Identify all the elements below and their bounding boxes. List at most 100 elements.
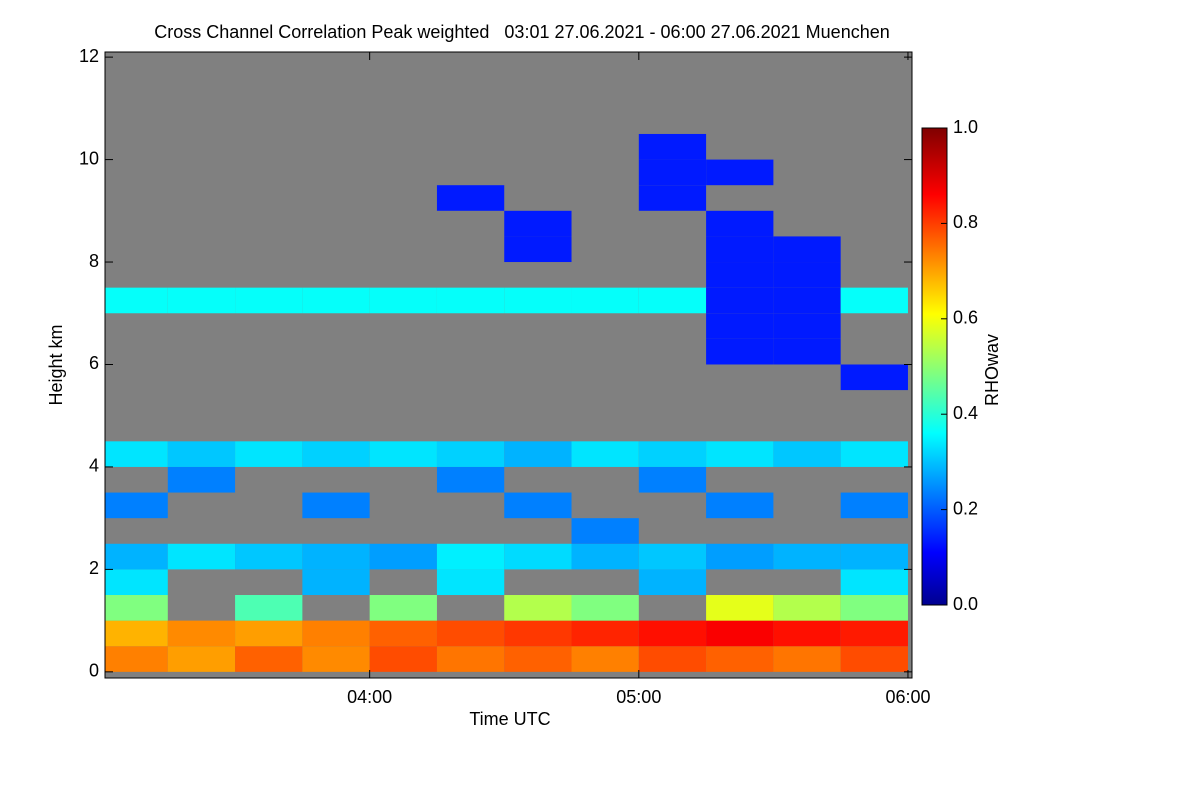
- heatmap-cell: [638, 646, 707, 672]
- x-tick-label: 04:00: [347, 687, 392, 707]
- heatmap-cell: [235, 287, 303, 314]
- heatmap-cell: [369, 543, 437, 570]
- y-tick-label: 10: [79, 148, 99, 168]
- heatmap-cell: [706, 646, 774, 672]
- heatmap-cell: [706, 159, 774, 186]
- heatmap-cell: [504, 620, 572, 647]
- heatmap-cell: [369, 287, 437, 314]
- heatmap-cell: [302, 543, 370, 570]
- heatmap-cell: [840, 646, 908, 672]
- heatmap-cell: [369, 595, 437, 621]
- y-tick-label: 6: [89, 353, 99, 373]
- heatmap-cell: [840, 595, 908, 621]
- heatmap-cell: [504, 543, 572, 570]
- heatmap-cell: [706, 287, 774, 314]
- heatmap-cell: [235, 441, 303, 467]
- colorbar-tick-label: 0.8: [953, 212, 978, 232]
- heatmap-cell: [773, 287, 841, 314]
- heatmap-cell: [302, 646, 370, 672]
- heatmap-cell: [706, 543, 774, 570]
- heatmap-cell: [504, 595, 572, 621]
- heatmap-cell: [571, 543, 639, 570]
- heatmap-cell: [504, 210, 572, 237]
- heatmap-cell: [840, 620, 908, 647]
- heatmap-cell: [504, 236, 572, 263]
- heatmap-cell: [773, 646, 841, 672]
- heatmap-cell: [638, 133, 707, 160]
- colorbar-tick-label: 0.6: [953, 308, 978, 328]
- heatmap-cell: [436, 466, 505, 493]
- heatmap-cell: [638, 287, 707, 314]
- heatmap-cell: [167, 620, 236, 647]
- heatmap-cell: [235, 620, 303, 647]
- heatmap-cell: [706, 595, 774, 621]
- heatmap-cell: [235, 646, 303, 672]
- plot-area: [105, 52, 912, 678]
- heatmap-cell: [504, 441, 572, 467]
- heatmap-cell: [840, 492, 908, 519]
- heatmap-cell: [105, 543, 168, 570]
- heatmap-cell: [638, 159, 707, 186]
- heatmap-cell: [167, 441, 236, 467]
- heatmap-cell: [638, 569, 707, 596]
- heatmap-cell: [571, 518, 639, 544]
- heatmap-cell: [436, 620, 505, 647]
- heatmap-cell: [504, 492, 572, 519]
- heatmap-cell: [706, 236, 774, 263]
- heatmap-cell: [436, 646, 505, 672]
- heatmap-cell: [302, 569, 370, 596]
- plot-frame: [104, 51, 913, 679]
- heatmap-cell: [105, 441, 168, 467]
- heatmap-cell: [706, 210, 774, 237]
- heatmap-cell: [773, 262, 841, 288]
- heatmap-cell: [369, 620, 437, 647]
- heatmap-cell: [840, 543, 908, 570]
- heatmap-cell: [840, 287, 908, 314]
- heatmap-cell: [436, 287, 505, 314]
- colorbar: [921, 127, 948, 606]
- heatmap-cell: [167, 543, 236, 570]
- heatmap-cell: [840, 569, 908, 596]
- heatmap-cell: [105, 646, 168, 672]
- heatmap-cell: [105, 595, 168, 621]
- colorbar-label: RHOwav: [982, 334, 1002, 406]
- heatmap: [105, 133, 908, 672]
- heatmap-cell: [571, 646, 639, 672]
- heatmap-cell: [571, 620, 639, 647]
- heatmap-cell: [105, 620, 168, 647]
- heatmap-cell: [302, 441, 370, 467]
- heatmap-cell: [504, 287, 572, 314]
- heatmap-cell: [504, 646, 572, 672]
- heatmap-cell: [638, 620, 707, 647]
- heatmap-cell: [773, 543, 841, 570]
- x-tick-label: 06:00: [885, 687, 930, 707]
- heatmap-cell: [105, 492, 168, 519]
- heatmap-cell: [638, 185, 707, 211]
- x-axis-label: Time UTC: [469, 709, 550, 729]
- heatmap-cell: [369, 646, 437, 672]
- heatmap-cell: [105, 569, 168, 596]
- colorbar-tick-label: 1.0: [953, 117, 978, 137]
- heatmap-cell: [436, 569, 505, 596]
- heatmap-cell: [167, 646, 236, 672]
- heatmap-cell: [773, 236, 841, 263]
- heatmap-cell: [302, 620, 370, 647]
- heatmap-cell: [706, 313, 774, 339]
- colorbar-tick-label: 0.2: [953, 498, 978, 518]
- heatmap-cell: [235, 595, 303, 621]
- heatmap-cell: [302, 492, 370, 519]
- y-tick-label: 4: [89, 456, 99, 476]
- heatmap-cell: [638, 466, 707, 493]
- colorbar-tick-label: 0.0: [953, 594, 978, 614]
- heatmap-cell: [773, 338, 841, 365]
- heatmap-cell: [706, 262, 774, 288]
- y-tick-label: 8: [89, 251, 99, 271]
- heatmap-cell: [773, 441, 841, 467]
- heatmap-cell: [436, 185, 505, 211]
- heatmap-cell: [638, 441, 707, 467]
- heatmap-cell: [105, 287, 168, 314]
- heatmap-cell: [773, 620, 841, 647]
- heatmap-cell: [235, 543, 303, 570]
- heatmap-cell: [706, 620, 774, 647]
